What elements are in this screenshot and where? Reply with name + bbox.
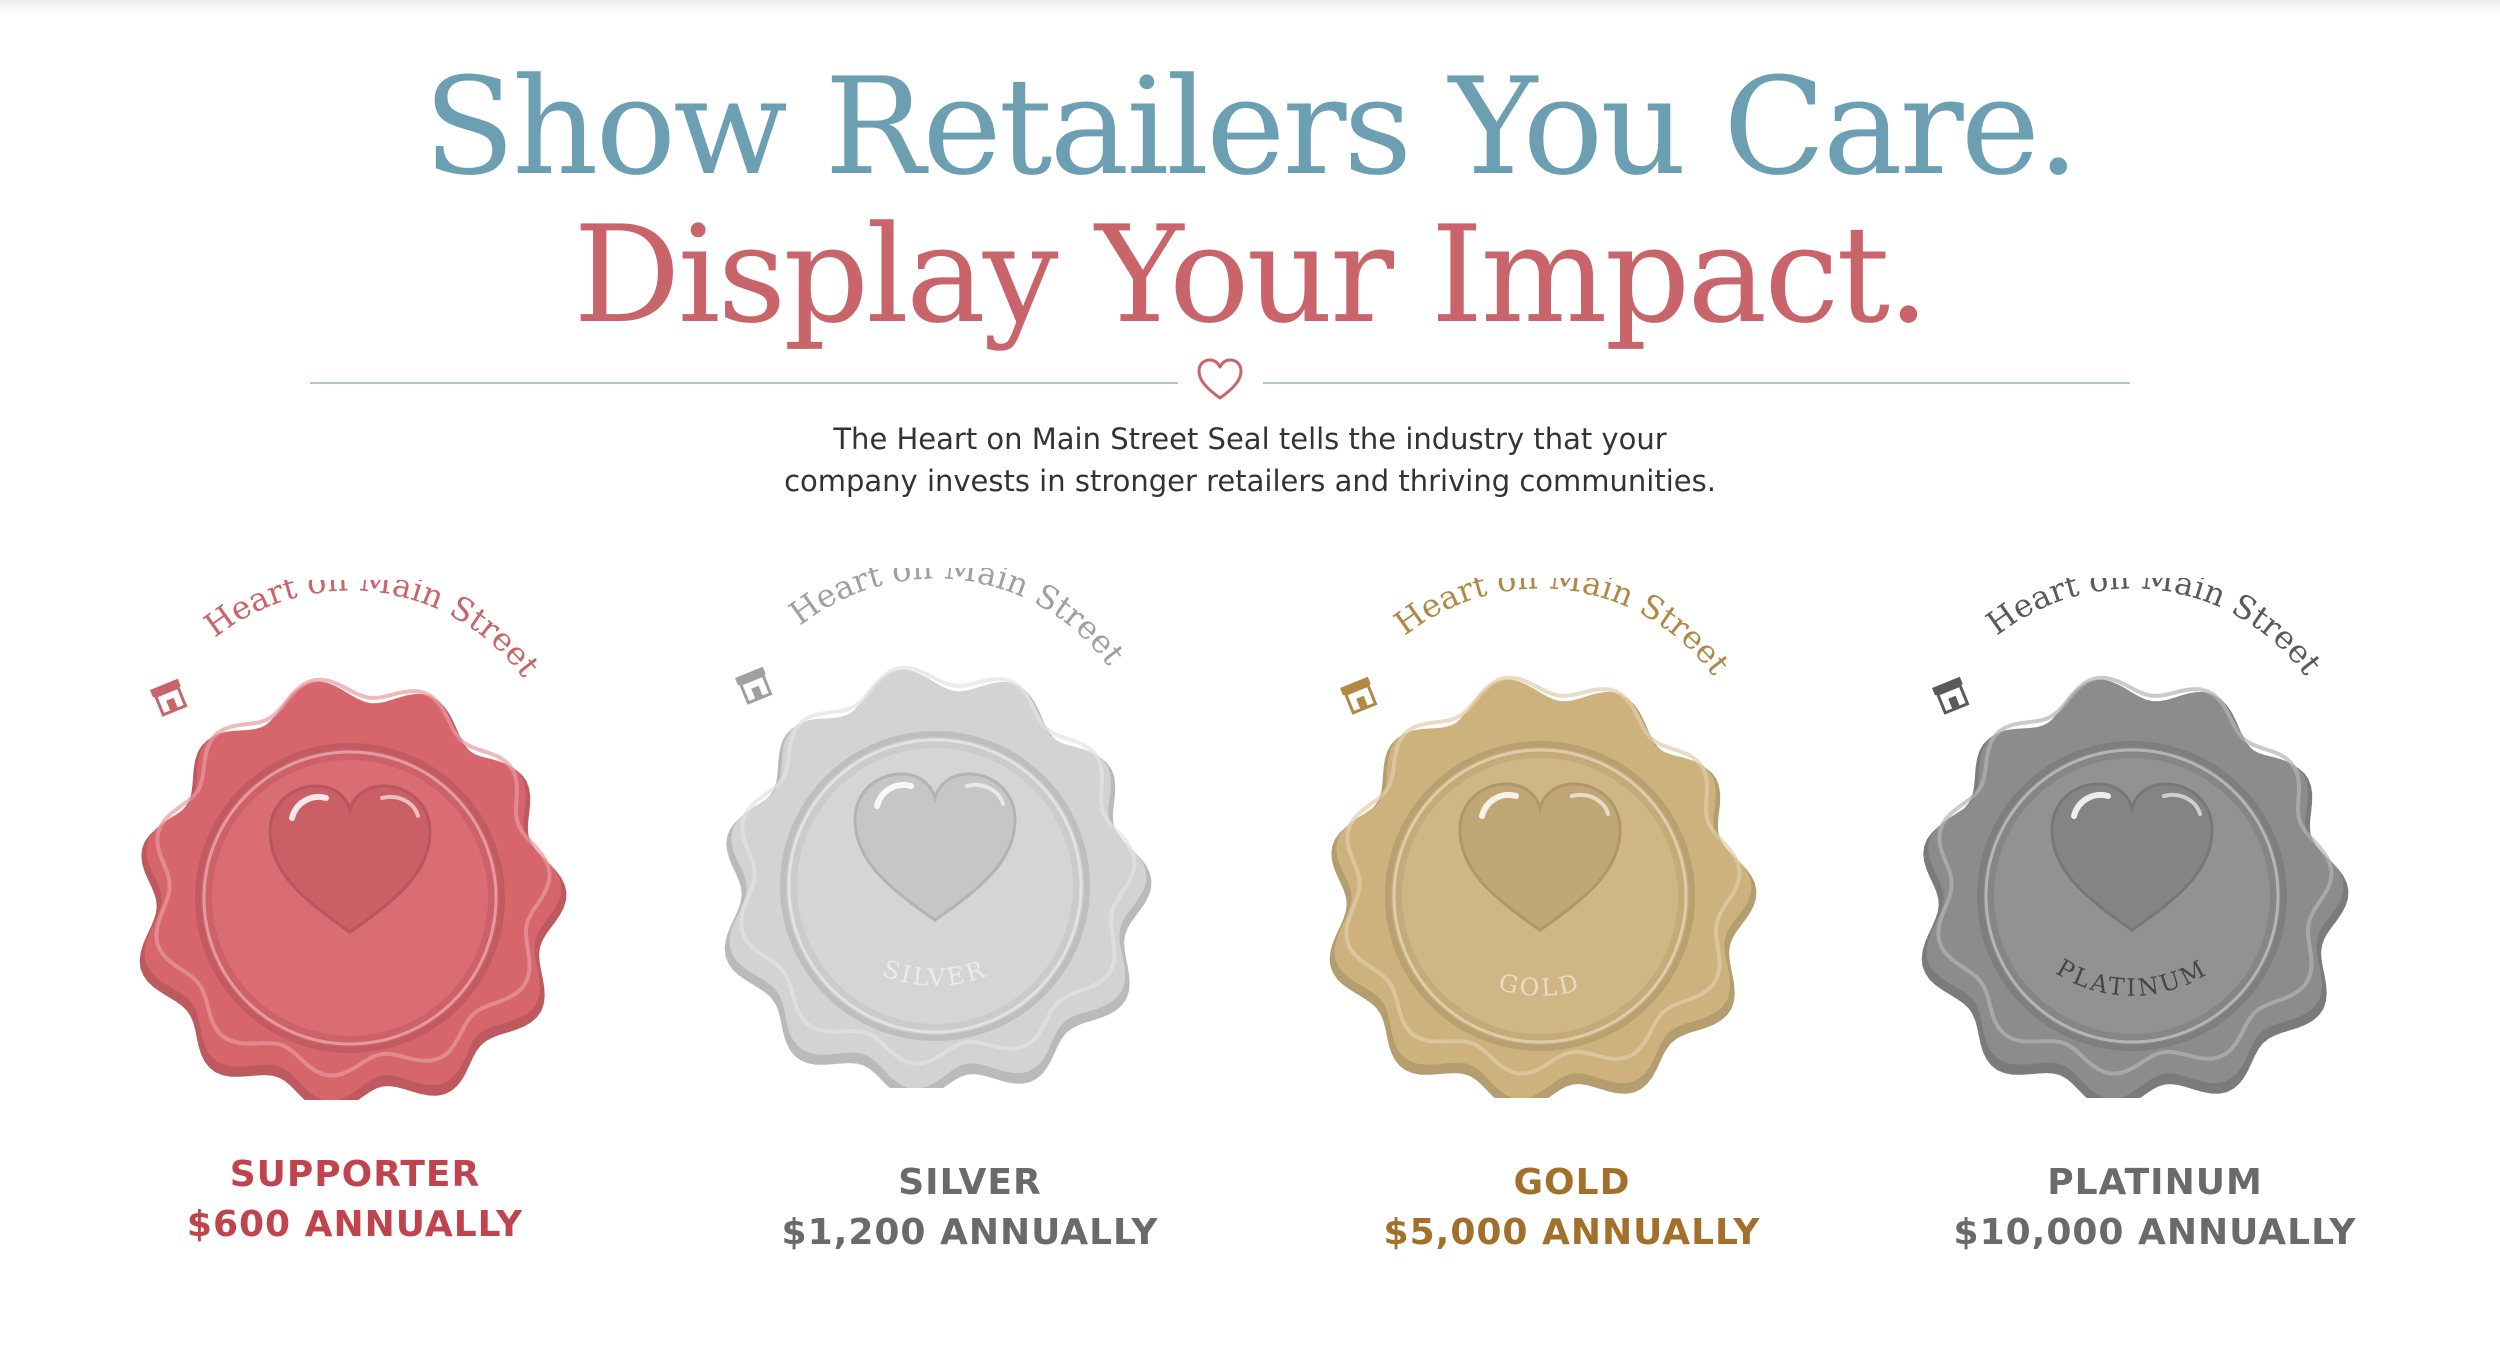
seal-supporter: Heart on Main Street xyxy=(120,580,580,1100)
heart-emblem-icon xyxy=(1458,782,1622,932)
seal-arc-text: Heart on Main Street xyxy=(782,568,1132,672)
intro-line-1: The Heart on Main Street Seal tells the … xyxy=(833,422,1667,456)
storefront-icon xyxy=(1932,676,1970,715)
headline-primary: Show Retailers You Care. xyxy=(423,49,2079,205)
intro-line-2: company invests in stronger retailers an… xyxy=(784,464,1716,498)
seal-arc-text: Heart on Main Street xyxy=(197,580,547,684)
tier-caption-gold: GOLD $5,000 ANNUALLY xyxy=(1262,1158,1882,1258)
tier-caption-silver: SILVER $1,200 ANNUALLY xyxy=(660,1158,1280,1258)
heart-emblem-icon xyxy=(268,784,432,934)
wax-seal-graphic: Heart on Main Street xyxy=(139,580,567,1100)
storefront-icon xyxy=(150,678,188,717)
top-shadow xyxy=(0,0,2500,14)
heart-emblem-icon xyxy=(853,772,1017,922)
heart-emblem-icon xyxy=(2050,782,2214,932)
heart-outline-icon xyxy=(1197,358,1243,400)
divider-line-right xyxy=(1263,382,2130,384)
storefront-icon xyxy=(735,666,773,705)
tier-name: PLATINUM xyxy=(2047,1162,2263,1203)
seal-arc-text: Heart on Main Street xyxy=(1387,578,1737,682)
tier-name: SUPPORTER xyxy=(229,1154,481,1195)
tier-name: GOLD xyxy=(1513,1162,1631,1203)
storefront-icon xyxy=(1340,676,1378,715)
tier-price: $10,000 ANNUALLY xyxy=(1953,1212,2357,1253)
headline-secondary: Display Your Impact. xyxy=(573,197,1929,353)
tier-price: $5,000 ANNUALLY xyxy=(1383,1212,1761,1253)
tier-name: SILVER xyxy=(898,1162,1042,1203)
tier-price: $1,200 ANNUALLY xyxy=(781,1212,1159,1253)
tier-caption-platinum: PLATINUM $10,000 ANNUALLY xyxy=(1845,1158,2465,1258)
tier-price: $600 ANNUALLY xyxy=(186,1204,524,1245)
tier-caption-supporter: SUPPORTER $600 ANNUALLY xyxy=(45,1150,665,1250)
intro-text: The Heart on Main Street Seal tells the … xyxy=(0,418,2500,502)
divider-line-left xyxy=(310,382,1178,384)
seal-arc-text: Heart on Main Street xyxy=(1979,578,2329,682)
